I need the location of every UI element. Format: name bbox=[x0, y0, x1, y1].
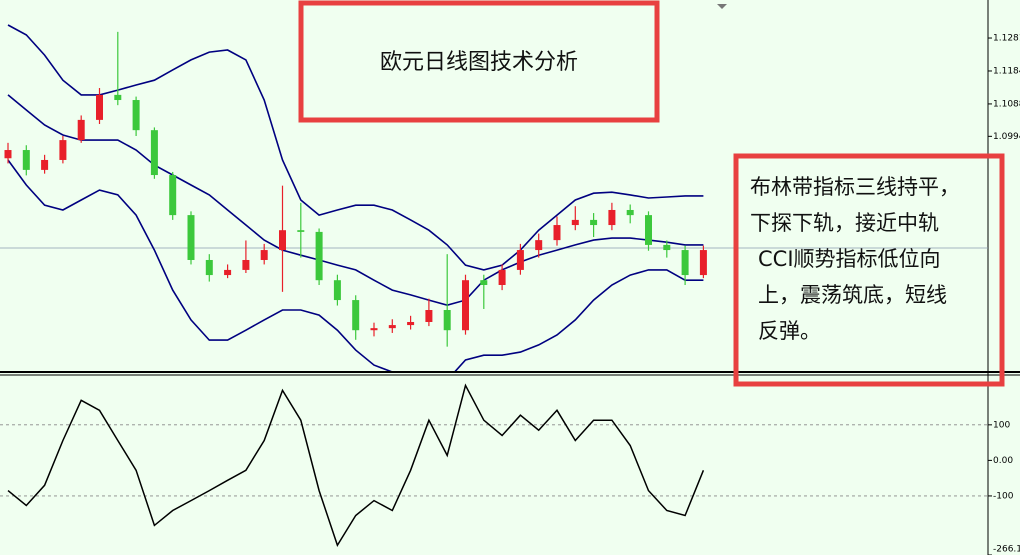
candle-body bbox=[407, 321, 415, 326]
band-lower bbox=[7, 159, 704, 371]
candle-body bbox=[150, 130, 158, 176]
y-tick-label: 100 bbox=[993, 420, 1010, 430]
candle-body bbox=[4, 150, 12, 159]
candle-body bbox=[480, 280, 488, 285]
band-upper bbox=[7, 24, 704, 271]
candle-body bbox=[443, 310, 451, 331]
candle-body bbox=[242, 259, 250, 270]
candle-body bbox=[279, 230, 286, 251]
note-line: CCI顺势指标低位向 bbox=[758, 247, 941, 271]
candle-body bbox=[571, 219, 579, 226]
candle-body bbox=[205, 259, 213, 276]
candle-body bbox=[224, 269, 232, 276]
candle-body bbox=[590, 219, 598, 226]
candle-body bbox=[315, 231, 323, 281]
candle-body bbox=[77, 119, 85, 141]
candle-body bbox=[187, 215, 195, 260]
candle-body bbox=[553, 225, 561, 241]
candle-body bbox=[498, 269, 506, 285]
candle-body bbox=[352, 300, 360, 331]
candle-body bbox=[462, 280, 469, 331]
band-middle bbox=[7, 94, 704, 307]
note-line: 布林带指标三线持平， bbox=[750, 175, 960, 199]
y-tick-label: 0.00 bbox=[993, 456, 1013, 466]
candle-body bbox=[699, 250, 707, 276]
y-tick-label: -266.16 bbox=[993, 545, 1020, 555]
candle-body bbox=[96, 94, 103, 120]
y-tick-label: 1.11848 bbox=[993, 66, 1020, 76]
candle-body bbox=[260, 250, 268, 260]
notes: 布林带指标三线持平， 下探下轨，接近中轨 CCI顺势指标低位向上，震荡筑底，短线反弹… bbox=[750, 175, 960, 343]
candle-body bbox=[645, 215, 652, 245]
candle-body bbox=[388, 325, 396, 329]
note-line: 下探下轨，接近中轨 bbox=[750, 211, 939, 235]
candle-body bbox=[59, 140, 67, 160]
chart-title: 欧元日线图技术分析 bbox=[380, 50, 578, 75]
candle-body bbox=[370, 328, 378, 331]
price-panel bbox=[4, 24, 707, 371]
candle-body bbox=[608, 209, 616, 226]
candle-body bbox=[333, 280, 341, 301]
candle-body bbox=[626, 209, 634, 216]
y-tick-label: 1.10886 bbox=[993, 99, 1020, 109]
cci-panel bbox=[0, 383, 988, 548]
candle-body bbox=[535, 240, 543, 251]
candle-body bbox=[425, 310, 433, 322]
note-line: 反弹。 bbox=[758, 319, 821, 343]
axes: 1.12810 1.11848 1.10886 1.09940 100 0.00 -100 -… bbox=[988, 34, 1020, 555]
y-tick-label: -100 bbox=[993, 491, 1014, 501]
candle-body bbox=[663, 244, 671, 251]
note-box bbox=[733, 153, 1005, 387]
candle-body bbox=[114, 94, 122, 101]
marker bbox=[717, 4, 727, 9]
candle-body bbox=[516, 250, 524, 270]
y-tick-label: 1.12810 bbox=[993, 34, 1020, 44]
candle-body bbox=[41, 159, 49, 170]
candle-body bbox=[132, 100, 140, 131]
y-tick-label: 1.09940 bbox=[993, 132, 1020, 142]
candle-body bbox=[681, 250, 689, 276]
note-line: 上，震荡筑底，短线 bbox=[758, 283, 947, 307]
candle-body bbox=[169, 175, 177, 216]
candle-body bbox=[22, 150, 30, 170]
cci-line bbox=[7, 383, 705, 548]
title-box bbox=[298, 0, 660, 123]
candle-body bbox=[297, 230, 305, 232]
